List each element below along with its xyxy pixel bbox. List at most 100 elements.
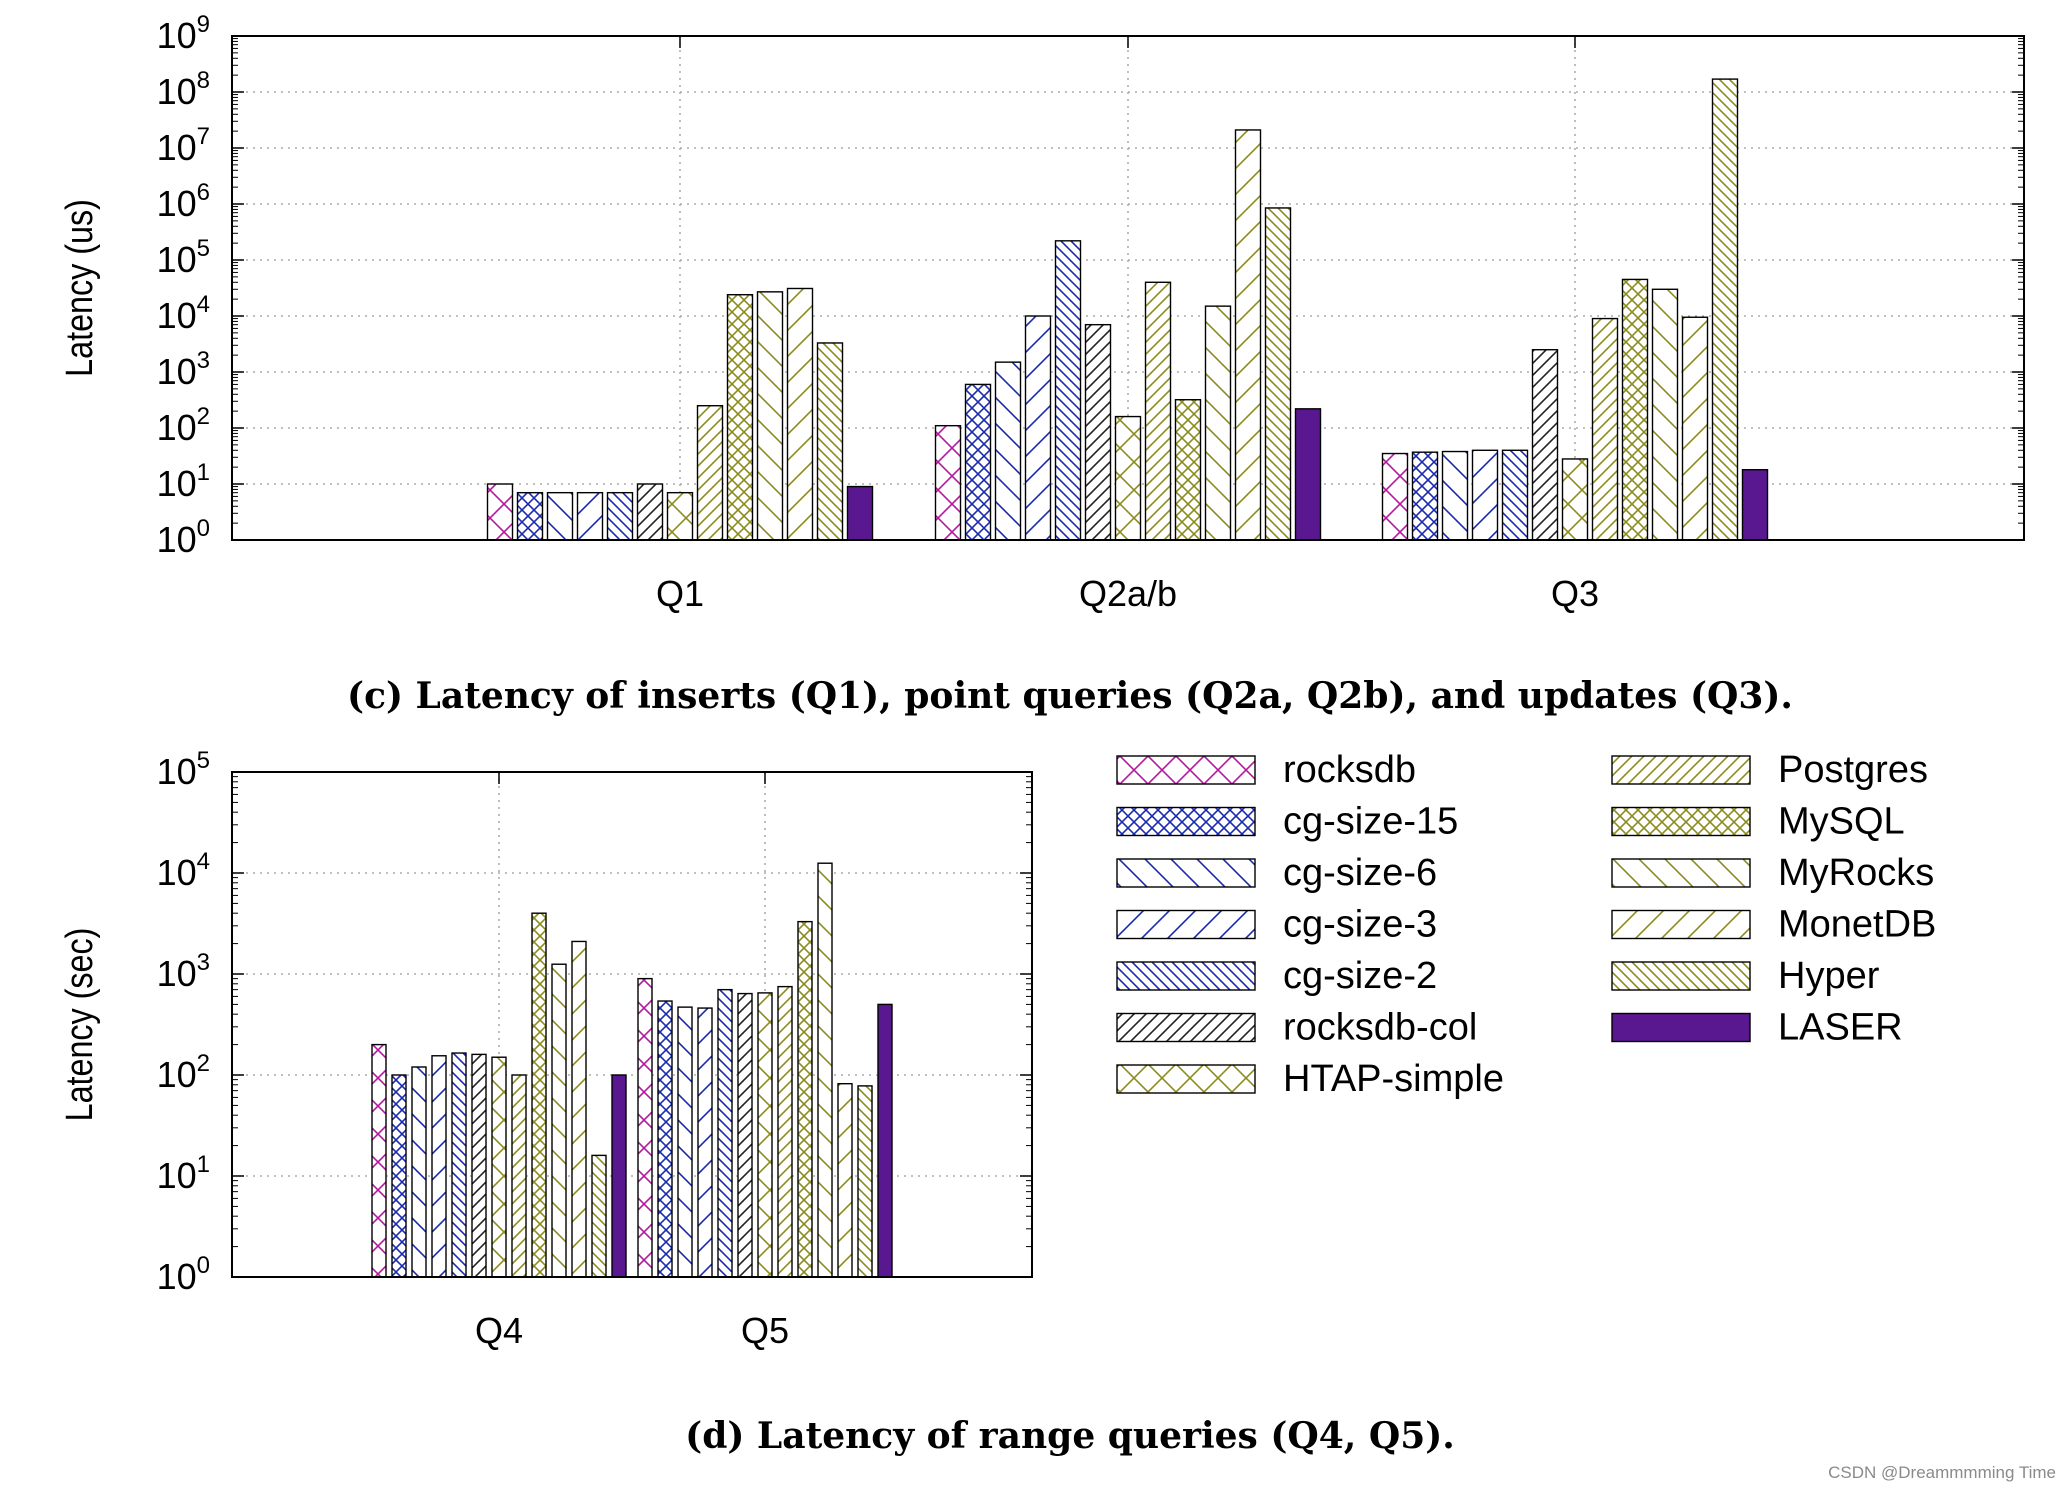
bar-mysql-q5 (797, 920, 813, 1278)
bar-cg-size-3-q1 (576, 491, 604, 541)
legend-swatch-myrocks (1611, 858, 1751, 888)
plot-frame (231, 771, 1033, 1278)
bar-mysql-q1 (726, 294, 754, 541)
ytick-label: 101 (157, 459, 210, 504)
bar-cg-size-2-q5 (717, 988, 733, 1278)
legend-label-postgres: Postgres (1778, 749, 1928, 791)
ytick-label-exponent: 4 (197, 291, 210, 318)
bar-htap-simple-q4 (491, 1056, 507, 1278)
bar-cg-size-6-q2a-b (994, 361, 1022, 541)
legend-swatch-cg-size-15 (1116, 806, 1256, 837)
bar-myrocks-q2a-b (1204, 305, 1232, 541)
ytick-label-exponent: 0 (197, 1252, 210, 1279)
bar-mysql-q3 (1621, 278, 1649, 541)
ytick-label-exponent: 2 (197, 403, 210, 430)
bar-cg-size-3-q2a-b (1024, 315, 1052, 541)
xtick-label-q4: Q4 (475, 1310, 523, 1351)
bar-monetdb-q2a-b (1234, 129, 1262, 541)
bar-htap-simple-q3 (1561, 458, 1589, 541)
ytick-label-exponent: 9 (197, 11, 210, 38)
ytick-label-exponent: 0 (197, 515, 210, 542)
bar-hyper-q2a-b (1264, 207, 1292, 541)
bar-cg-size-2-q3 (1501, 449, 1529, 541)
bar-rocksdb-q4 (371, 1043, 387, 1278)
xtick-label-q5: Q5 (741, 1310, 789, 1351)
xtick-label-q2a-b: Q2a/b (1079, 573, 1177, 614)
ytick-label: 104 (157, 848, 210, 893)
bar-laser-q3 (1741, 469, 1769, 541)
bar-cg-size-3-q5 (697, 1007, 713, 1278)
legend-swatch-rocksdb (1116, 755, 1256, 785)
bar-cg-size-6-q4 (411, 1066, 427, 1278)
bar-cg-size-15-q3 (1411, 451, 1439, 541)
ytick-label-exponent: 2 (197, 1050, 210, 1077)
ytick-label: 102 (157, 403, 210, 448)
ytick-label-exponent: 3 (197, 949, 210, 976)
bar-postgres-q2a-b (1144, 281, 1172, 541)
ytick-label-exponent: 6 (197, 179, 210, 206)
legend-label-monetdb: MonetDB (1778, 904, 1936, 946)
ytick-label: 101 (157, 1151, 210, 1196)
bar-cg-size-6-q5 (677, 1006, 693, 1278)
legend-swatch-mysql (1611, 806, 1751, 837)
ytick-label-exponent: 8 (197, 67, 210, 94)
bar-cg-size-6-q1 (546, 491, 574, 541)
ytick-label: 105 (157, 747, 210, 792)
bar-postgres-q5 (777, 985, 793, 1278)
legend-label-rocksdb: rocksdb (1283, 749, 1416, 791)
bar-monetdb-q5 (837, 1083, 853, 1278)
legend-swatch-monetdb (1611, 909, 1751, 940)
bar-hyper-q5 (857, 1085, 873, 1278)
bar-htap-simple-q2a-b (1114, 415, 1142, 541)
ytick-label: 104 (157, 291, 210, 336)
plot-frame (231, 35, 2025, 541)
legend-label-cg-size-15: cg-size-15 (1283, 801, 1458, 843)
legend-label-htap-simple: HTAP-simple (1283, 1058, 1504, 1100)
legend-swatch-laser (1611, 1012, 1751, 1043)
legend-swatch-htap-simple (1116, 1064, 1256, 1094)
bar-postgres-q3 (1591, 317, 1619, 541)
bar-cg-size-15-q1 (516, 491, 544, 541)
bar-myrocks-q1 (756, 291, 784, 541)
y-axis-label: Latency (sec) (59, 928, 101, 1122)
xtick-label-q3: Q3 (1551, 573, 1599, 614)
legend-swatch-hyper (1611, 961, 1751, 991)
ytick-label-exponent: 1 (197, 459, 210, 486)
bar-htap-simple-q5 (757, 992, 773, 1278)
legend-label-rocksdb-col: rocksdb-col (1283, 1007, 1477, 1049)
ytick-label: 106 (157, 179, 210, 224)
ytick-label-exponent: 7 (197, 123, 210, 150)
legend-label-mysql: MySQL (1778, 801, 1905, 843)
bar-cg-size-15-q4 (391, 1074, 407, 1278)
ytick-label: 109 (157, 11, 210, 56)
bar-rocksdb-col-q1 (636, 483, 664, 541)
bar-hyper-q1 (816, 342, 844, 541)
bar-cg-size-2-q1 (606, 491, 634, 541)
bar-cg-size-2-q2a-b (1054, 240, 1082, 541)
bar-hyper-q4 (591, 1154, 607, 1278)
legend-swatch-cg-size-2 (1116, 961, 1256, 991)
bar-mysql-q4 (531, 912, 547, 1278)
ytick-label-exponent: 4 (197, 848, 210, 875)
bar-hyper-q3 (1711, 78, 1739, 541)
bar-rocksdb-q2a-b (934, 424, 962, 541)
bar-rocksdb-q5 (637, 977, 653, 1278)
y-axis-label: Latency (us) (59, 199, 101, 377)
bar-myrocks-q3 (1651, 288, 1679, 541)
bar-postgres-q1 (696, 405, 724, 541)
legend-label-cg-size-2: cg-size-2 (1283, 955, 1437, 997)
legend-label-cg-size-3: cg-size-3 (1283, 904, 1437, 946)
bar-rocksdb-q3 (1381, 452, 1409, 541)
watermark: CSDN @Dreammmming Time (1828, 1463, 2056, 1482)
legend-swatch-postgres (1611, 755, 1751, 785)
bar-myrocks-q4 (551, 963, 567, 1278)
bar-laser-q4 (611, 1074, 627, 1278)
bar-cg-size-3-q3 (1471, 449, 1499, 541)
bar-cg-size-2-q4 (451, 1052, 467, 1278)
bar-laser-q1 (846, 485, 874, 541)
legend-swatch-cg-size-3 (1116, 909, 1256, 940)
bar-monetdb-q1 (786, 287, 814, 541)
